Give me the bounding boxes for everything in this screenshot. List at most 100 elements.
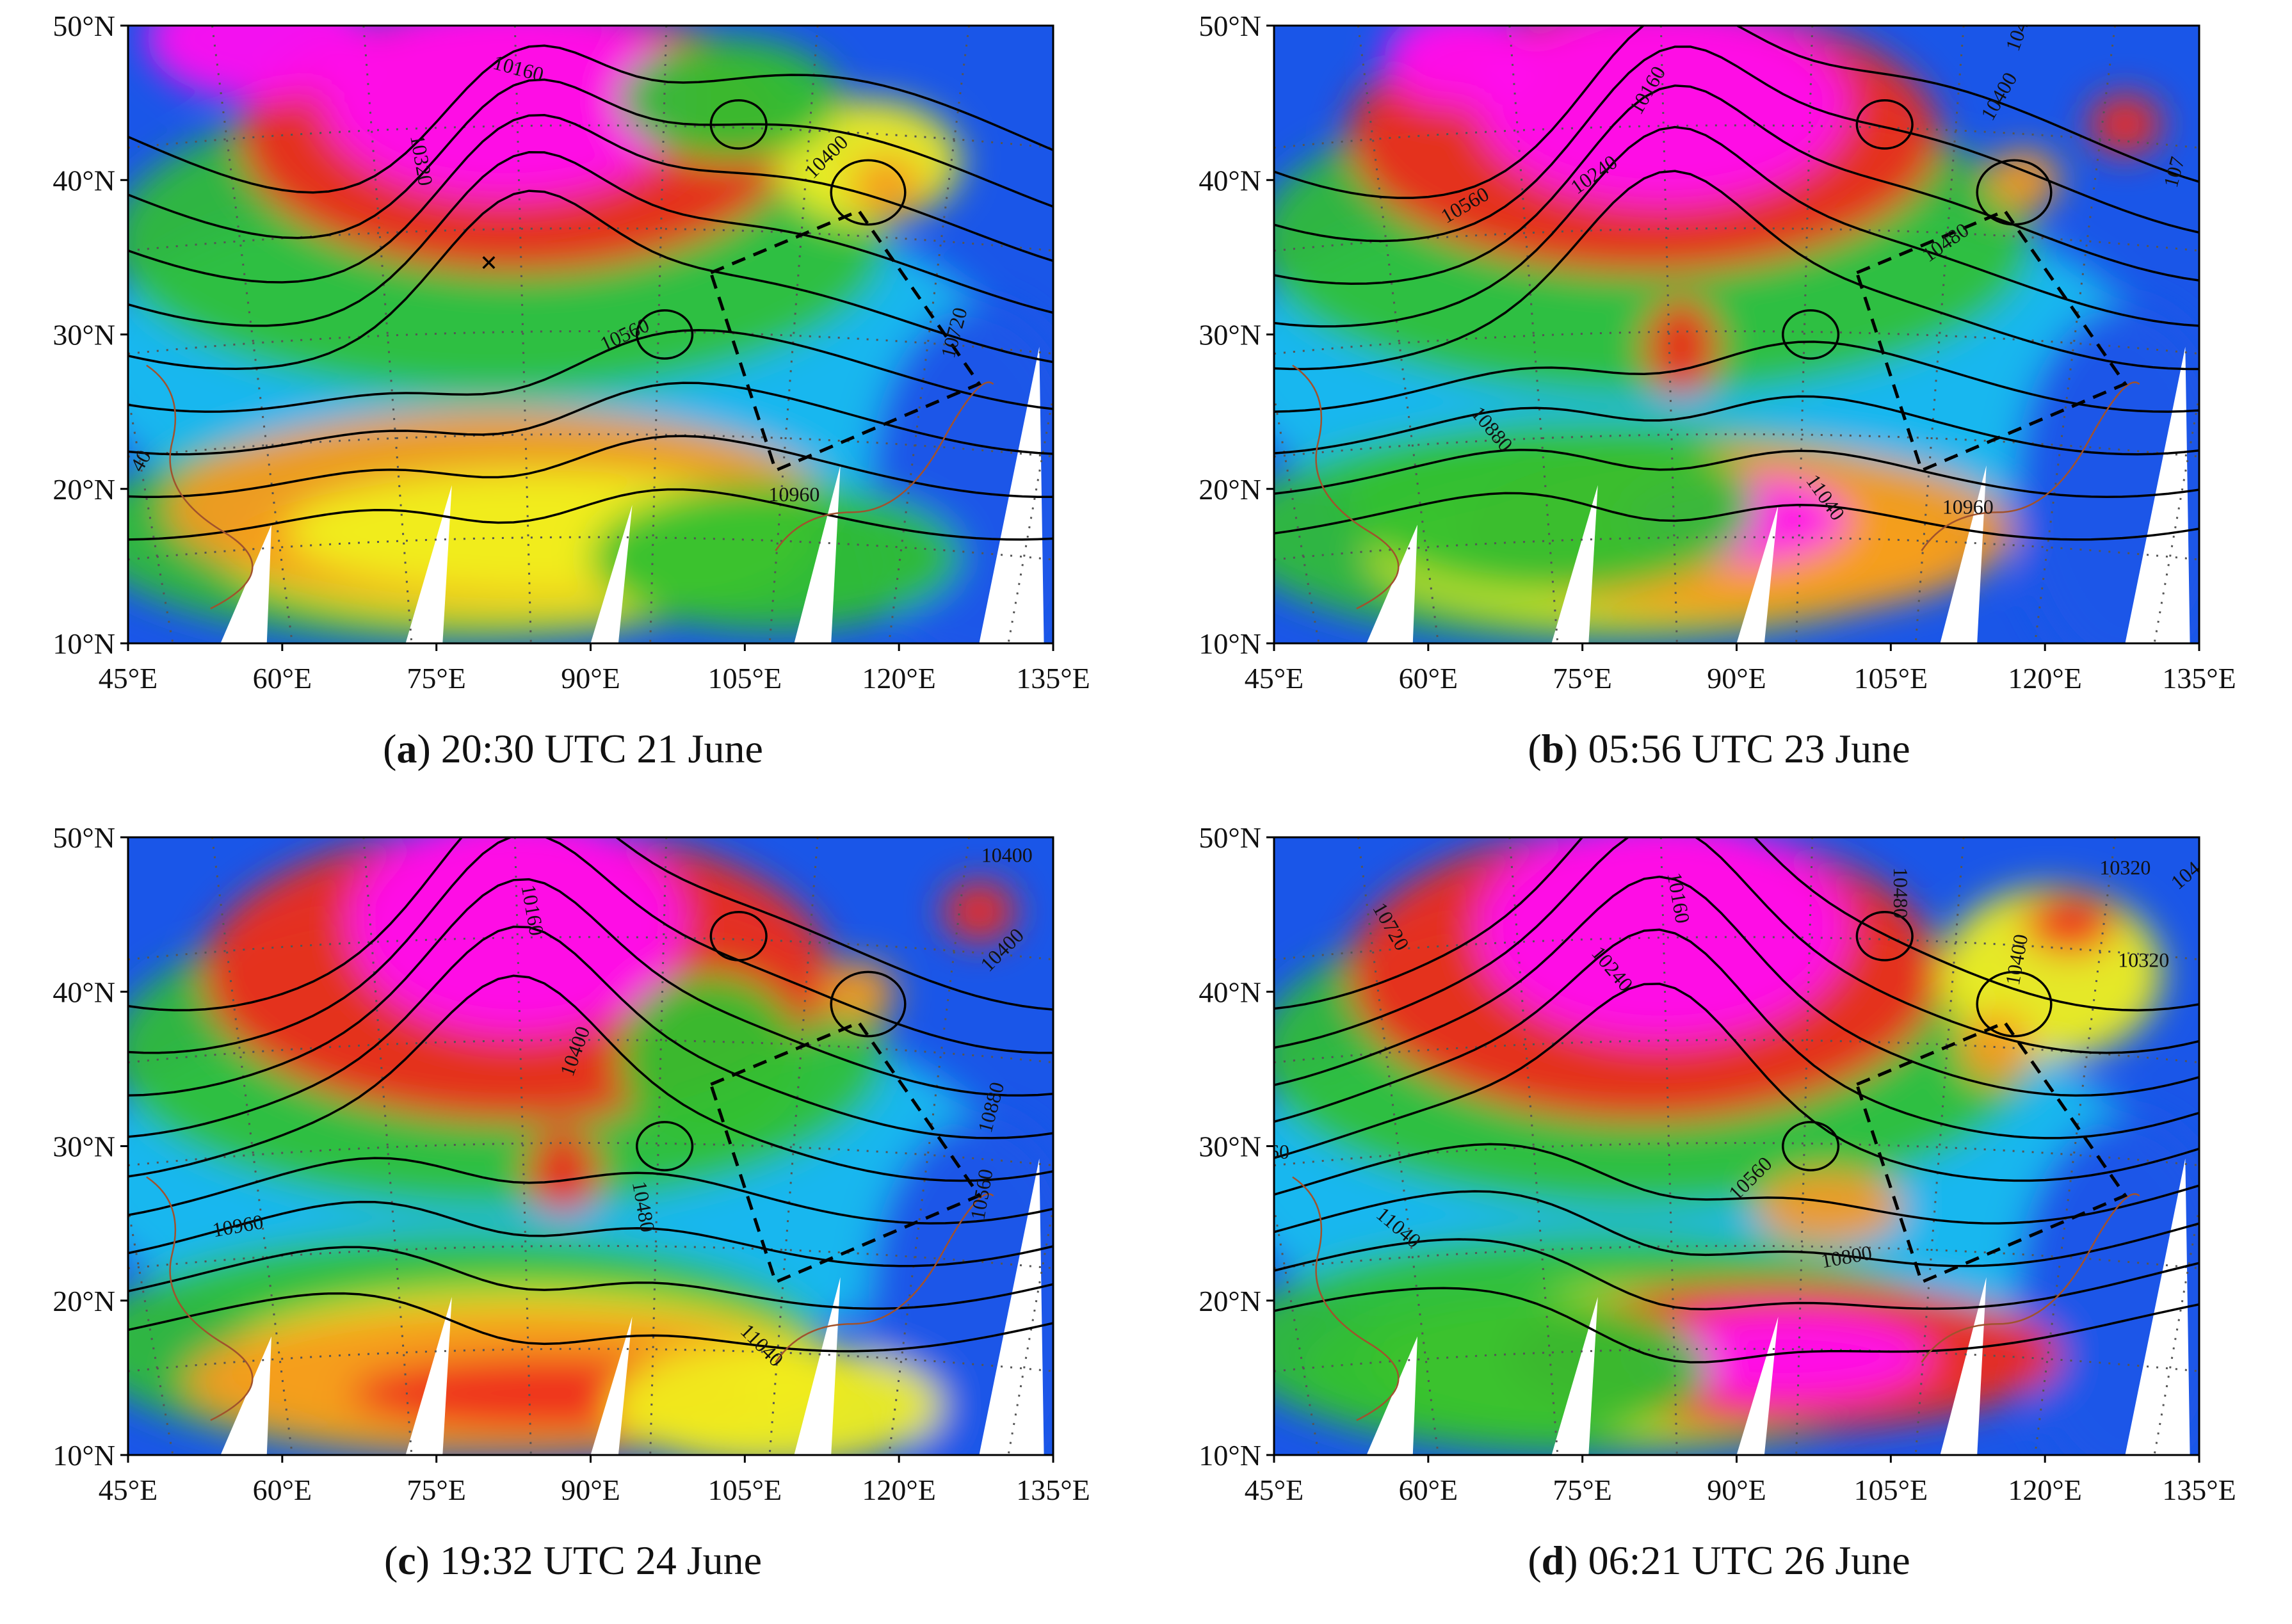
grid-line <box>2034 837 2117 1455</box>
field-band <box>2014 1115 2199 1455</box>
contour-lines <box>1274 837 2199 1363</box>
lat-tick-label: 10°N <box>1198 1439 1261 1472</box>
panel-b: 10160 10240 10400 10480 10560 10880 10960 11040… <box>1146 0 2292 812</box>
field-layer: 1016010240104001048010560108801096011040… <box>1274 26 2199 643</box>
map-panel-d: 1016010240103201032010400104801056010720… <box>1198 821 2236 1506</box>
field-blob <box>322 26 693 199</box>
missing-data-wedge <box>405 1296 452 1455</box>
lon-tick-label: 135°E <box>1016 662 1090 695</box>
coastline <box>146 364 254 609</box>
contour-label: 10400 <box>981 844 1033 867</box>
contour-lines <box>1274 26 2199 541</box>
lat-tick-label: 10°N <box>52 627 115 660</box>
lon-tick-label: 135°E <box>2162 662 2236 695</box>
coastline <box>146 1176 254 1421</box>
grid-line <box>1274 936 2199 961</box>
height-contour <box>1274 837 2199 1054</box>
lon-tick-label: 45°E <box>99 662 158 695</box>
coastline <box>1292 364 1400 609</box>
lon-tick-label: 75°E <box>1553 662 1612 695</box>
grid-line <box>1357 26 1439 643</box>
lon-tick-label: 105°E <box>1854 662 1928 695</box>
grid-line <box>1795 26 1814 643</box>
lon-tick-label: 75°E <box>407 662 466 695</box>
closed-contour <box>1782 309 1840 360</box>
caption-d: (d) 06:21 UTC 26 June <box>1528 1538 1910 1583</box>
map-panel-b: 1016010240104001048010560108801096011040… <box>1198 10 2236 695</box>
grid-line <box>2034 26 2117 643</box>
grid-line <box>128 330 1053 355</box>
height-contour <box>1274 84 2199 285</box>
lat-tick-label: 50°N <box>52 821 115 854</box>
lat-tick-label: 30°N <box>1198 319 1261 351</box>
panel-d: 10160 10240 10320 10320 10400 10480 10560 10720… <box>1146 812 2292 1623</box>
field-band <box>2014 303 2199 643</box>
lon-tick-label: 60°E <box>253 1474 312 1506</box>
coastline <box>1921 381 2140 551</box>
grid-line <box>1274 227 2199 252</box>
contour-lines <box>128 44 1053 541</box>
caption-a: (a) 20:30 UTC 21 June <box>383 726 763 771</box>
lon-tick-label: 60°E <box>253 662 312 695</box>
closed-contour <box>709 911 768 961</box>
lon-tick-label: 60°E <box>1399 662 1458 695</box>
height-contour <box>128 488 1053 541</box>
lat-tick-label: 40°N <box>1198 164 1261 197</box>
lat-tick-label: 50°N <box>1198 821 1261 854</box>
height-contour <box>1274 837 2199 1011</box>
lat-tick-label: 50°N <box>1198 10 1261 42</box>
lat-tick-label: 10°N <box>1198 627 1261 660</box>
field-blob <box>821 961 896 1023</box>
field-blob <box>609 1344 942 1455</box>
missing-data-wedge <box>405 485 452 643</box>
grid-line <box>513 837 532 1455</box>
height-contour <box>128 114 1053 284</box>
location-marker: × <box>480 246 497 280</box>
lon-tick-label: 120°E <box>2008 1474 2082 1506</box>
height-contour <box>1274 1287 2199 1363</box>
grid-line <box>513 26 532 643</box>
field-layer: 1016010240103201032010400104801056010720… <box>1259 837 2199 1455</box>
missing-data-wedge <box>220 524 271 643</box>
grid-line <box>128 936 1053 961</box>
closed-contour <box>636 1121 694 1171</box>
height-contour <box>1274 492 2199 541</box>
contour-label: 960 <box>1259 1140 1289 1163</box>
grid-line <box>128 536 1053 561</box>
height-contour <box>128 1157 1053 1225</box>
field-blob <box>2023 892 2116 955</box>
lon-tick-label: 120°E <box>862 1474 936 1506</box>
contour-label: 10960 <box>1942 495 1994 518</box>
field-blob <box>1385 26 1533 106</box>
field-blob <box>2088 93 2163 156</box>
height-contour <box>1274 45 2199 243</box>
missing-data-wedge <box>590 504 633 643</box>
grid-line <box>1274 330 2199 355</box>
closed-contour <box>830 970 907 1038</box>
study-region-box <box>709 1020 982 1285</box>
field-blob <box>146 26 369 100</box>
height-contour <box>1274 448 2199 499</box>
missing-data-wedge <box>794 465 841 643</box>
grid-line <box>128 124 1053 149</box>
coastline <box>1292 1176 1400 1421</box>
lon-tick-label: 120°E <box>862 662 936 695</box>
missing-data-wedge <box>1551 485 1598 643</box>
lat-tick-label: 40°N <box>1198 976 1261 1008</box>
panel-a: 10160 10320 10400 10560 10720 10960 40 × 50°N 40°… <box>0 0 1146 812</box>
coastline <box>1921 1193 2140 1363</box>
lon-tick-label: 45°E <box>1245 1474 1304 1506</box>
lon-tick-label: 105°E <box>1854 1474 1928 1506</box>
lat-tick-label: 20°N <box>1198 473 1261 506</box>
field-blob <box>1477 26 1848 205</box>
missing-data-wedge <box>1736 504 1779 643</box>
field-blob <box>1958 1010 2033 1084</box>
study-region-box <box>1855 1020 2128 1285</box>
lon-tick-label: 45°E <box>99 1474 158 1506</box>
height-contour <box>1274 341 2199 413</box>
caption-c: (c) 19:32 UTC 24 June <box>383 1538 763 1583</box>
height-contour <box>1274 1238 2199 1311</box>
lat-tick-label: 40°N <box>52 164 115 197</box>
lat-tick-label: 30°N <box>1198 1130 1261 1163</box>
